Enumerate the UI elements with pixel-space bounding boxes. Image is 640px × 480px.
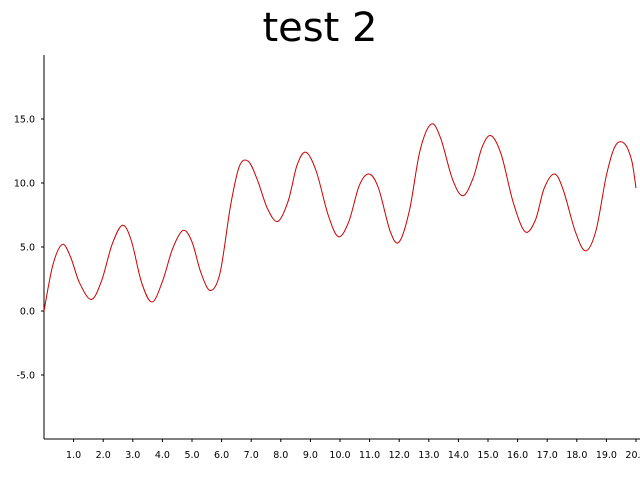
x-tick-label: 2.0 [96, 450, 111, 461]
x-tick-label: 11.0 [359, 450, 380, 461]
x-tick-label: 15.0 [477, 450, 498, 461]
x-tick-label: 9.0 [303, 450, 318, 461]
x-tick-label: 1.0 [66, 450, 81, 461]
x-tick-label: 12.0 [389, 450, 410, 461]
series-line [43, 123, 637, 312]
y-tick-label: 15.0 [14, 115, 35, 126]
x-tick-label: 20.0 [625, 450, 640, 461]
x-tick-label: 17.0 [537, 450, 558, 461]
x-tick-label: 7.0 [244, 450, 259, 461]
y-tick-label: 5.0 [20, 243, 35, 254]
x-tick-label: 14.0 [448, 450, 469, 461]
x-tick-label: 3.0 [125, 450, 140, 461]
x-tick-label: 16.0 [507, 450, 528, 461]
x-tick-label: 4.0 [155, 450, 170, 461]
y-tick-label: 10.0 [14, 179, 35, 190]
x-tick-label: 10.0 [329, 450, 350, 461]
x-axis: 1.0 2.0 3.0 4.0 5.0 6.0 7.0 8.0 9.0 10.0 11.0 12.0 1… [44, 438, 640, 461]
y-tick-label: -5.0 [16, 371, 35, 382]
y-tick-label: 0.0 [20, 307, 35, 318]
x-tick-label: 13.0 [418, 450, 439, 461]
y-axis: -5.0 0.0 5.0 10.0 15.0 [14, 55, 45, 439]
series-group [43, 123, 637, 312]
x-tick-label: 6.0 [214, 450, 229, 461]
chart-title: test 2 [262, 5, 378, 51]
x-tick-label: 19.0 [596, 450, 617, 461]
x-tick-label: 8.0 [273, 450, 288, 461]
x-tick-label: 18.0 [566, 450, 587, 461]
x-tick-label: 5.0 [184, 450, 199, 461]
